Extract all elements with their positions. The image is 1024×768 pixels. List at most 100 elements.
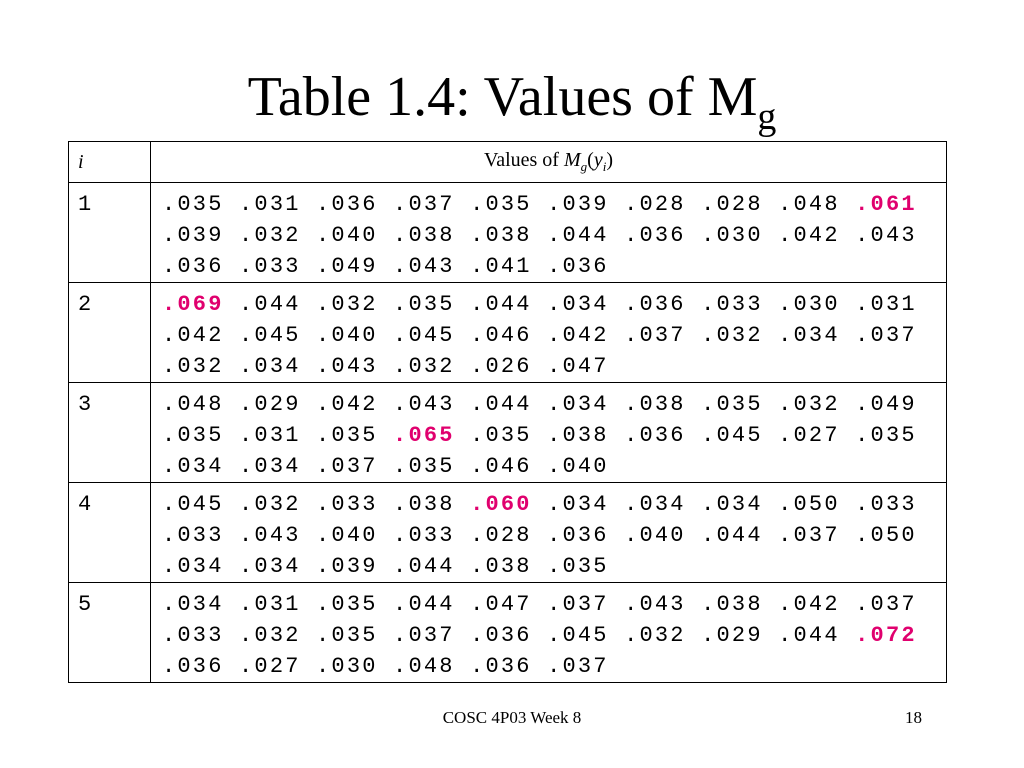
table-body: i Values of Mg(yi) 1.035 .031 .036 .037 … — [68, 141, 947, 683]
slide-title: Table 1.4: Values of Mg — [0, 62, 1024, 136]
value: .034 — [701, 492, 763, 517]
index-cell: 3 — [68, 382, 151, 483]
value: .043 — [624, 592, 686, 617]
value: .037 — [855, 323, 917, 348]
value: .042 — [316, 392, 378, 417]
value: .033 — [316, 492, 378, 517]
value: .040 — [624, 523, 686, 548]
value: .036 — [316, 192, 378, 217]
value: .032 — [701, 323, 763, 348]
value: .045 — [393, 323, 455, 348]
value: .037 — [393, 623, 455, 648]
value: .032 — [316, 292, 378, 317]
value: .046 — [470, 323, 532, 348]
value: .035 — [855, 423, 917, 448]
value: .037 — [547, 592, 609, 617]
value: .030 — [778, 292, 840, 317]
title-text: Table 1.4: Values of M — [247, 66, 758, 128]
value: .036 — [470, 654, 532, 679]
value: .026 — [470, 354, 532, 379]
data-row: 2.069 .044 .032 .035 .044 .034 .036 .033… — [68, 282, 947, 383]
value: .029 — [701, 623, 763, 648]
index-cell: 2 — [68, 282, 151, 383]
value: .049 — [855, 392, 917, 417]
value: .036 — [547, 254, 609, 279]
value: .060 — [470, 492, 532, 517]
data-row: 1.035 .031 .036 .037 .035 .039 .028 .028… — [68, 182, 947, 283]
value: .032 — [393, 354, 455, 379]
value: .034 — [547, 392, 609, 417]
value: .034 — [162, 554, 224, 579]
value: .045 — [701, 423, 763, 448]
value: .039 — [316, 554, 378, 579]
header-paren: ) — [606, 149, 613, 171]
value: .031 — [239, 423, 301, 448]
header-text: Values of — [483, 149, 564, 171]
value: .033 — [393, 523, 455, 548]
value: .037 — [547, 654, 609, 679]
value: .034 — [547, 292, 609, 317]
value: .041 — [470, 254, 532, 279]
value: .036 — [624, 223, 686, 248]
value: .032 — [239, 223, 301, 248]
value: .033 — [162, 623, 224, 648]
values-cell: .035 .031 .036 .037 .035 .039 .028 .028 … — [150, 182, 947, 283]
value: .069 — [162, 292, 224, 317]
value: .038 — [393, 223, 455, 248]
value: .042 — [778, 592, 840, 617]
header-cell: i — [68, 141, 151, 183]
value: .038 — [701, 592, 763, 617]
data-row: 3.048 .029 .042 .043 .044 .034 .038 .035… — [68, 382, 947, 483]
values-table: i Values of Mg(yi) 1.035 .031 .036 .037 … — [68, 141, 947, 683]
value: .048 — [162, 392, 224, 417]
value: .044 — [393, 554, 455, 579]
value: .072 — [855, 623, 917, 648]
index-cell: 5 — [68, 582, 151, 683]
value: .035 — [547, 554, 609, 579]
value: .033 — [855, 492, 917, 517]
value: .028 — [701, 192, 763, 217]
header-cell: Values of Mg(yi) — [150, 141, 947, 183]
value: .045 — [547, 623, 609, 648]
value: .036 — [162, 654, 224, 679]
header-sub: g — [581, 159, 588, 174]
value: .048 — [393, 654, 455, 679]
value: .044 — [470, 292, 532, 317]
values-cell: .045 .032 .033 .038 .060 .034 .034 .034 … — [150, 482, 947, 583]
data-row: 4.045 .032 .033 .038 .060 .034 .034 .034… — [68, 482, 947, 583]
header-var-sub: g — [580, 159, 588, 174]
value: .040 — [316, 223, 378, 248]
value: .037 — [855, 592, 917, 617]
value: .043 — [316, 354, 378, 379]
value: .031 — [239, 592, 301, 617]
value: .044 — [547, 223, 609, 248]
header-paren: ( — [587, 149, 594, 171]
value: .036 — [624, 423, 686, 448]
value: .035 — [393, 292, 455, 317]
value: .037 — [393, 192, 455, 217]
title-subscript: g — [757, 96, 777, 138]
value: .046 — [470, 454, 532, 479]
value: .065 — [393, 423, 455, 448]
header-arg: y — [593, 149, 603, 171]
value: .031 — [239, 192, 301, 217]
value: .033 — [162, 523, 224, 548]
value: .043 — [239, 523, 301, 548]
value: .027 — [239, 654, 301, 679]
index-cell: 4 — [68, 482, 151, 583]
value: .029 — [239, 392, 301, 417]
value: .040 — [316, 323, 378, 348]
value: .035 — [470, 192, 532, 217]
value: .028 — [624, 192, 686, 217]
value: .030 — [701, 223, 763, 248]
value: .034 — [239, 554, 301, 579]
values-cell: .069 .044 .032 .035 .044 .034 .036 .033 … — [150, 282, 947, 383]
value: .034 — [162, 454, 224, 479]
value: .061 — [855, 192, 917, 217]
value: .037 — [316, 454, 378, 479]
value: .030 — [316, 654, 378, 679]
value: .031 — [855, 292, 917, 317]
value: .042 — [547, 323, 609, 348]
value: .045 — [239, 323, 301, 348]
